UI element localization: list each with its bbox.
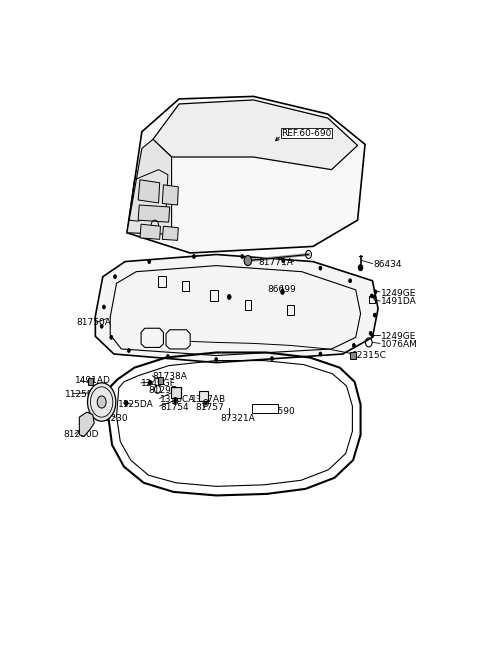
Circle shape [282,258,285,262]
Polygon shape [199,391,208,401]
Text: 1125DA: 1125DA [64,390,100,399]
Circle shape [167,354,169,359]
Polygon shape [252,403,278,413]
Text: 81210D: 81210D [63,430,98,440]
Text: 86699: 86699 [267,285,296,295]
Polygon shape [153,100,358,170]
Circle shape [215,358,218,361]
Polygon shape [138,180,160,203]
Text: 82315C: 82315C [351,351,386,360]
Circle shape [148,260,151,264]
Polygon shape [158,377,163,384]
Circle shape [373,313,376,317]
Circle shape [319,352,322,356]
Polygon shape [138,205,170,222]
Circle shape [192,255,195,258]
Circle shape [127,348,130,352]
Text: 81297: 81297 [148,386,177,396]
Polygon shape [171,387,181,398]
Circle shape [102,305,106,309]
Circle shape [148,380,152,385]
Circle shape [114,275,117,279]
Circle shape [374,290,377,294]
Text: 87321A: 87321A [220,414,255,422]
Text: 81230: 81230 [99,414,128,422]
Polygon shape [96,255,378,363]
Circle shape [359,264,363,271]
Circle shape [348,279,352,283]
Circle shape [94,390,97,396]
Text: 1249GF: 1249GF [141,379,176,388]
Polygon shape [79,412,94,436]
Polygon shape [127,139,172,234]
Text: 1076AM: 1076AM [381,340,418,349]
Circle shape [241,255,244,258]
Circle shape [319,266,322,270]
Polygon shape [127,96,365,253]
Circle shape [369,331,372,335]
Circle shape [97,396,106,408]
Text: 1249GE: 1249GE [381,289,416,298]
Text: 1125DA: 1125DA [118,400,154,409]
Circle shape [281,289,284,295]
Text: 86434: 86434 [373,260,402,269]
Text: 1327AB: 1327AB [191,395,226,404]
Text: 86590: 86590 [266,407,295,416]
Circle shape [244,255,252,266]
Circle shape [110,335,113,339]
Circle shape [271,356,274,361]
Circle shape [124,400,128,405]
Text: 81750A: 81750A [77,318,112,327]
Text: 1249GE: 1249GE [381,332,416,341]
Polygon shape [162,185,178,205]
Text: 81757: 81757 [196,403,225,411]
Text: REF.60-690: REF.60-690 [281,129,332,138]
Circle shape [100,324,103,328]
Circle shape [352,343,355,348]
Circle shape [228,295,231,299]
Text: 1491DA: 1491DA [381,297,417,306]
Polygon shape [140,224,160,239]
Text: 81771A: 81771A [259,258,294,267]
Circle shape [373,295,376,299]
Text: 81754: 81754 [160,403,189,411]
Text: 1491AD: 1491AD [75,377,111,385]
Polygon shape [88,379,93,385]
Polygon shape [350,352,357,359]
Circle shape [174,399,177,403]
Polygon shape [162,226,178,240]
Circle shape [204,401,207,405]
Circle shape [371,333,374,337]
Text: 81738A: 81738A [152,372,187,381]
Circle shape [87,383,116,421]
Circle shape [370,294,373,298]
Text: 1336CA: 1336CA [160,395,196,404]
